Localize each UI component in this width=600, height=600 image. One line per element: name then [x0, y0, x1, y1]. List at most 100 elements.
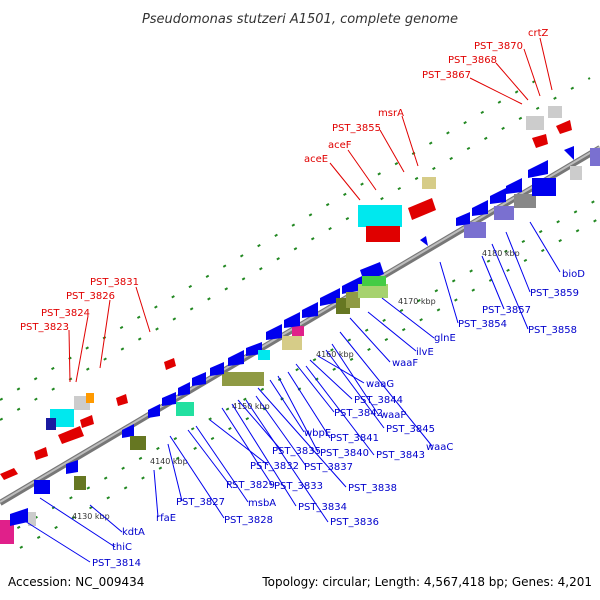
gene-arrow — [472, 200, 488, 216]
gene-label: crtZ — [528, 28, 549, 39]
gene-box — [548, 106, 562, 118]
gene-arrow — [342, 276, 362, 294]
kbp-tick-label: 4160 kbp — [316, 350, 354, 359]
gene-label: waaC — [426, 442, 453, 453]
gene-box — [346, 292, 360, 308]
gene-arrow — [58, 426, 84, 444]
gene-box — [222, 372, 264, 386]
gene-arrow — [408, 198, 436, 220]
kbp-tick-label: 4140 kbp — [150, 457, 188, 466]
gene-label: ilvE — [416, 347, 434, 358]
gene-label: thiC — [112, 542, 132, 553]
gene-arrow — [80, 415, 94, 428]
gene-label: PST_3840 — [320, 448, 369, 459]
gene-label: PST_3827 — [176, 497, 225, 508]
gene-arrow — [490, 188, 506, 204]
gene-arrow — [192, 372, 206, 386]
gene-label: waaG — [366, 379, 394, 390]
gene-arrow — [178, 382, 190, 396]
reverse-strand-genes — [0, 146, 600, 544]
gene-label: PST_3836 — [330, 517, 379, 528]
gene-label: aceF — [328, 140, 352, 151]
gene-label: PST_3843 — [376, 450, 425, 461]
gene-box — [176, 402, 194, 416]
forward-gene-labels: PST_3823 PST_3824 PST_3826 PST_3831 aceE… — [20, 28, 549, 333]
gene-arrow — [0, 468, 18, 480]
gene-label: PST_3867 — [422, 70, 471, 81]
gene-label: PST_3834 — [298, 502, 347, 513]
gene-arrow — [528, 160, 548, 178]
gene-box — [258, 350, 270, 360]
gene-box — [464, 222, 486, 238]
gene-label: bioD — [562, 269, 585, 280]
gene-label: glnE — [434, 333, 456, 344]
gene-box — [514, 194, 536, 208]
gene-arrow — [162, 392, 176, 406]
genome-summary-text: Topology: circular; Length: 4,567,418 bp… — [261, 575, 592, 589]
gene-label: PST_3859 — [530, 288, 579, 299]
gene-label: PST_3835 — [272, 446, 321, 457]
gene-box — [526, 116, 544, 130]
gene-box — [532, 178, 556, 196]
gene-arrow — [556, 120, 572, 134]
gene-label: PST_3826 — [66, 291, 115, 302]
gene-arrow — [506, 178, 522, 194]
gene-box — [292, 326, 304, 336]
gene-box — [590, 148, 600, 166]
gene-label: msrA — [378, 108, 404, 119]
gene-label: PST_3844 — [354, 395, 403, 406]
genome-title: Pseudomonas stutzeri A1501, complete gen… — [142, 12, 458, 27]
gene-arrow — [10, 508, 28, 526]
gene-box — [0, 520, 14, 544]
gene-arrow — [148, 404, 160, 418]
gene-box — [28, 512, 36, 526]
gene-arrow — [34, 447, 48, 460]
gene-label: PST_3842 — [334, 408, 383, 419]
gene-label: PST_3858 — [528, 325, 577, 336]
gene-label: PST_3854 — [458, 319, 507, 330]
gene-arrow — [228, 350, 244, 366]
gene-arrow — [66, 460, 78, 474]
gene-label: PST_3845 — [386, 424, 435, 435]
gene-box — [366, 226, 400, 242]
gene-label: PST_3829 — [226, 480, 275, 491]
gene-label: aceE — [304, 154, 328, 165]
gene-box — [86, 393, 94, 403]
gene-arrow — [116, 394, 128, 406]
gene-arrow — [210, 362, 224, 376]
gene-arrow — [564, 146, 574, 160]
gene-label: msbA — [248, 498, 276, 509]
gene-arrow — [164, 358, 176, 370]
gene-label: PST_3824 — [41, 308, 90, 319]
kbp-tick-label: 4130 kbp — [72, 512, 110, 521]
gene-label: PST_3814 — [92, 558, 141, 569]
gene-box — [570, 166, 582, 180]
kbp-tick-label: 4180 kbp — [482, 249, 520, 258]
gene-box — [362, 276, 386, 286]
gene-box — [282, 336, 302, 350]
gene-label: PST_3828 — [224, 515, 273, 526]
gene-box — [494, 206, 514, 220]
gene-label: PST_3841 — [330, 433, 379, 444]
gene-label: kdtA — [122, 527, 145, 538]
gene-arrow — [266, 324, 282, 340]
kbp-tick-label: 4170 kbp — [398, 297, 436, 306]
gene-box — [358, 205, 402, 227]
gene-box — [358, 284, 388, 298]
gene-label: PST_3870 — [474, 41, 523, 52]
gene-label: PST_3831 — [90, 277, 139, 288]
gene-label: waaF — [392, 358, 418, 369]
gene-arrow — [532, 134, 548, 148]
label-leaders — [19, 37, 561, 563]
gene-label: PST_3823 — [20, 322, 69, 333]
gene-arrow — [320, 288, 340, 306]
gene-label: rfaE — [156, 513, 176, 524]
gene-box — [74, 476, 86, 490]
gene-box — [130, 436, 146, 450]
forward-strand-genes — [0, 106, 572, 480]
gene-label: PST_3837 — [304, 462, 353, 473]
gene-label: PST_3832 — [250, 461, 299, 472]
gene-arrow — [420, 236, 428, 246]
gene-arrow — [302, 302, 318, 318]
tick-guides — [0, 77, 600, 549]
